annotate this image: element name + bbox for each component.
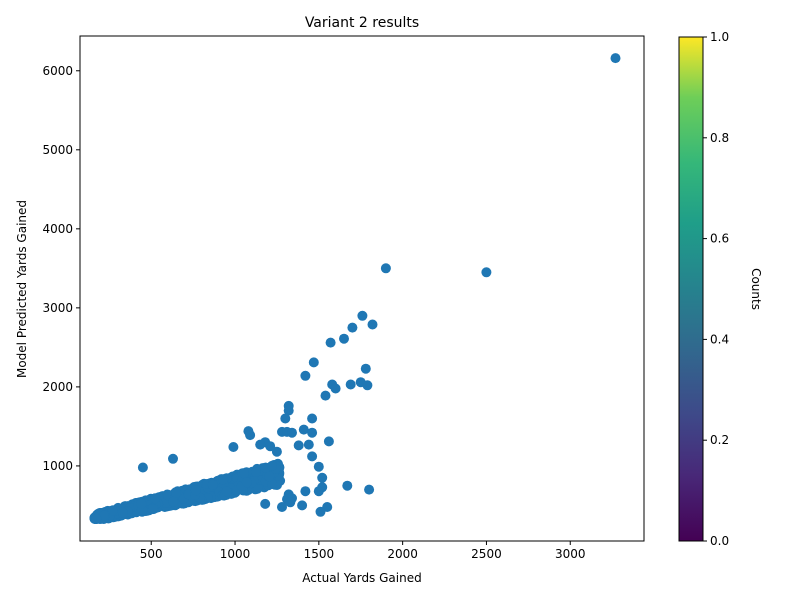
- data-point: [360, 363, 371, 374]
- data-point: [228, 442, 239, 452]
- x-tick-label: 2500: [471, 547, 502, 561]
- data-point: [190, 485, 201, 496]
- data-point: [293, 440, 304, 451]
- data-point: [91, 513, 102, 524]
- data-point: [107, 505, 118, 516]
- colorbar-tick-label: 0.8: [710, 131, 729, 145]
- data-point: [168, 496, 179, 507]
- data-point: [298, 424, 309, 435]
- data-point: [283, 405, 294, 416]
- y-tick-label: 4000: [42, 222, 73, 236]
- colorbar-label: Counts: [749, 268, 763, 310]
- data-point: [317, 472, 328, 483]
- y-tick-label: 5000: [42, 143, 73, 157]
- data-point: [239, 468, 249, 479]
- colorbar-ticks: 0.0 0.2 0.4 0.6 0.8 1.0: [703, 30, 729, 548]
- data-point: [330, 383, 341, 394]
- data-point: [364, 484, 375, 495]
- y-axis-ticks: 1000 2000 3000 4000 5000 6000: [42, 64, 80, 473]
- data-point: [241, 477, 252, 488]
- data-point: [271, 446, 282, 457]
- data-point: [171, 488, 181, 499]
- data-point: [313, 486, 324, 497]
- x-tick-label: 500: [140, 547, 163, 561]
- data-point: [367, 319, 378, 330]
- data-point: [150, 493, 161, 504]
- x-axis-ticks: 500 1000 1500 2000 2500 3000: [140, 541, 586, 561]
- data-point: [277, 502, 287, 512]
- data-point: [610, 53, 621, 64]
- data-point: [300, 370, 311, 381]
- data-point: [297, 500, 308, 511]
- data-point: [218, 474, 229, 485]
- y-axis-label: Model Predicted Yards Gained: [15, 200, 29, 378]
- data-point: [250, 467, 261, 477]
- data-point: [168, 453, 178, 464]
- x-tick-label: 2000: [387, 547, 418, 561]
- data-point: [136, 498, 147, 509]
- data-point: [260, 498, 271, 509]
- colorbar-tick-label: 0.4: [710, 332, 729, 346]
- data-point: [345, 379, 356, 390]
- colorbar-tick-label: 1.0: [710, 30, 729, 44]
- data-point: [267, 479, 278, 489]
- y-tick-label: 1000: [42, 459, 73, 473]
- data-point: [315, 506, 326, 517]
- x-tick-label: 3000: [555, 547, 586, 561]
- data-point: [300, 486, 311, 497]
- data-point: [285, 497, 296, 508]
- data-point: [313, 461, 324, 472]
- data-point: [137, 462, 148, 473]
- data-point: [264, 471, 275, 482]
- x-tick-label: 1000: [220, 547, 251, 561]
- data-point: [347, 322, 358, 333]
- data-point: [339, 333, 349, 344]
- data-point: [221, 486, 232, 497]
- y-tick-label: 2000: [42, 380, 73, 394]
- data-point: [481, 267, 492, 278]
- data-point: [148, 504, 158, 515]
- data-point: [255, 439, 266, 450]
- data-point: [287, 427, 297, 438]
- y-tick-label: 3000: [42, 301, 73, 315]
- data-point: [117, 507, 128, 518]
- colorbar-tick-label: 0.6: [710, 232, 729, 246]
- data-point: [98, 510, 109, 521]
- data-point: [320, 390, 331, 401]
- colorbar-tick-label: 0.2: [710, 433, 729, 447]
- chart-title: Variant 2 results: [305, 15, 419, 31]
- data-point: [325, 337, 336, 348]
- data-point: [342, 480, 353, 491]
- data-point: [265, 441, 276, 452]
- data-point: [207, 479, 218, 490]
- data-point: [303, 439, 314, 450]
- data-point: [307, 427, 318, 438]
- data-point: [380, 263, 391, 274]
- data-point: [308, 357, 319, 368]
- data-point: [245, 430, 256, 441]
- x-axis-label: Actual Yards Gained: [302, 571, 421, 585]
- data-point: [323, 436, 334, 447]
- data-point: [307, 413, 318, 424]
- data-point: [280, 413, 291, 424]
- data-point: [362, 380, 373, 391]
- data-point: [357, 310, 368, 321]
- colorbar: [678, 36, 704, 542]
- plot-frame: [79, 35, 645, 542]
- data-point: [307, 451, 318, 462]
- x-tick-label: 1500: [304, 547, 335, 561]
- y-tick-label: 6000: [42, 64, 73, 78]
- data-point: [266, 460, 277, 471]
- points-layer: [89, 53, 621, 524]
- colorbar-tick-label: 0.0: [710, 534, 729, 548]
